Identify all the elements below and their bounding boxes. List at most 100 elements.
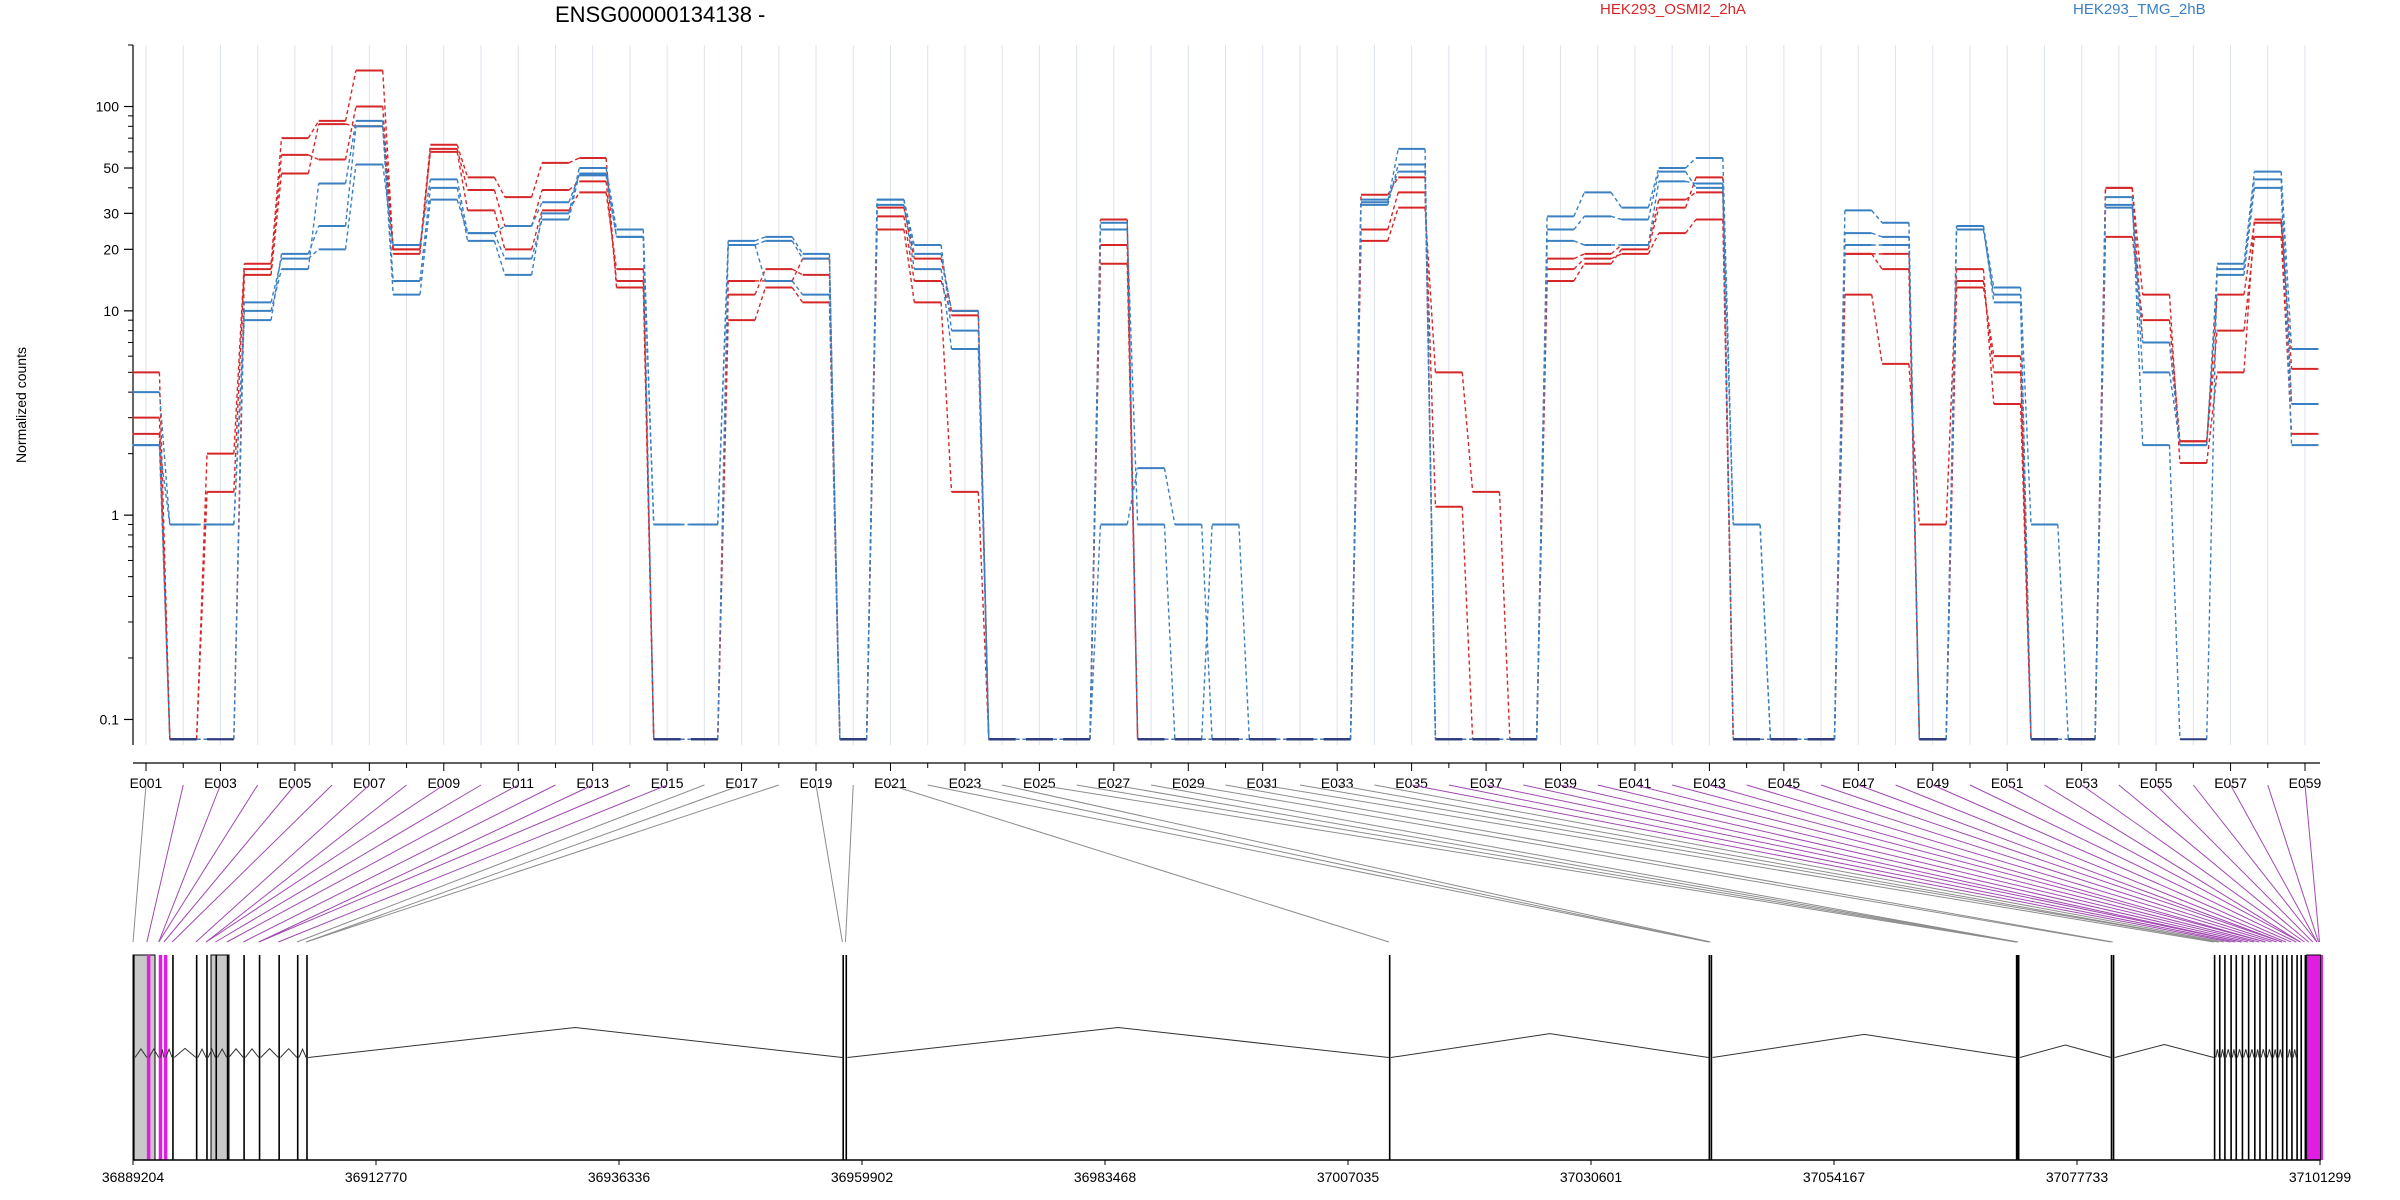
exon-line bbox=[2281, 955, 2284, 1160]
connector-E035 bbox=[1411, 784, 2231, 943]
x-tick-label: E039 bbox=[1544, 775, 1577, 791]
connector-E057 bbox=[2230, 784, 2318, 943]
connector-E036 bbox=[1448, 784, 2236, 943]
exon-line bbox=[2224, 955, 2226, 1160]
connector-E008 bbox=[205, 784, 407, 943]
coordinate-label: 37054167 bbox=[1803, 1169, 1866, 1185]
connector-E039 bbox=[1560, 784, 2248, 943]
x-tick-label: E015 bbox=[651, 775, 684, 791]
connector-E002 bbox=[146, 784, 184, 943]
connector-E017 bbox=[306, 784, 742, 943]
connector-E051 bbox=[2006, 784, 2301, 943]
exon-line bbox=[306, 955, 308, 1160]
connector-E005 bbox=[163, 784, 296, 943]
exon-highlighted bbox=[2319, 955, 2323, 1160]
x-tick-label: E045 bbox=[1768, 775, 1801, 791]
x-tick-label: E033 bbox=[1321, 775, 1354, 791]
exon-line bbox=[2259, 955, 2261, 1160]
x-tick-label: E047 bbox=[1842, 775, 1875, 791]
exon-line bbox=[215, 955, 218, 1160]
connector-E058 bbox=[2267, 784, 2319, 943]
exon-line bbox=[2276, 955, 2279, 1160]
exon-line bbox=[2254, 955, 2256, 1160]
exon-line bbox=[1708, 955, 1711, 1160]
connector-E031 bbox=[1262, 784, 2214, 943]
connector-E009 bbox=[205, 784, 445, 943]
connector-E052 bbox=[2044, 784, 2301, 943]
coordinate-label: 36912770 bbox=[345, 1169, 408, 1185]
exon-line bbox=[2300, 955, 2303, 1160]
x-tick-label: E021 bbox=[874, 775, 907, 791]
connector-E056 bbox=[2192, 784, 2318, 943]
exon-gridlines bbox=[145, 45, 2306, 745]
coordinate-label: 36936336 bbox=[588, 1169, 651, 1185]
connector-E004 bbox=[158, 784, 259, 943]
connector-E055 bbox=[2155, 784, 2314, 943]
exon-line bbox=[2016, 955, 2019, 1160]
connector-E025 bbox=[1039, 784, 2016, 943]
coordinate-label: 37007035 bbox=[1317, 1169, 1380, 1185]
connector-E053 bbox=[2081, 784, 2305, 943]
exon-highlighted bbox=[146, 955, 151, 1160]
connector-E054 bbox=[2118, 784, 2309, 943]
exon-line bbox=[2241, 955, 2244, 1160]
exon-line bbox=[2112, 955, 2115, 1160]
exon-line bbox=[133, 955, 135, 1160]
connector-E026 bbox=[1076, 784, 2017, 943]
y-tick-label: 100 bbox=[96, 99, 120, 115]
exon-line bbox=[2235, 955, 2238, 1160]
connector-E003 bbox=[158, 784, 221, 943]
connector-E030 bbox=[1225, 784, 2113, 943]
y-tick-label: 50 bbox=[103, 160, 119, 176]
x-tick-label: E041 bbox=[1619, 775, 1652, 791]
x-tick-label: E055 bbox=[2140, 775, 2173, 791]
y-tick-label: 20 bbox=[103, 241, 119, 257]
coordinate-label: 37030601 bbox=[1560, 1169, 1623, 1185]
exon-line bbox=[2296, 955, 2298, 1160]
exon-line bbox=[243, 955, 245, 1160]
connector-E038 bbox=[1523, 784, 2242, 943]
connector-E045 bbox=[1783, 784, 2277, 943]
exon-highlighted-block bbox=[2306, 954, 2322, 1161]
x-tick-label: E001 bbox=[130, 775, 163, 791]
chart-title: ENSG00000134138 - bbox=[555, 2, 765, 27]
x-tick-label: E005 bbox=[279, 775, 312, 791]
connector-E019 bbox=[815, 784, 843, 943]
connector-E016 bbox=[296, 784, 705, 943]
exon-block bbox=[132, 954, 156, 1161]
connector-E010 bbox=[215, 784, 482, 943]
connector-E015 bbox=[278, 784, 668, 943]
coordinate-label: 36959902 bbox=[831, 1169, 894, 1185]
y-axis: 0.1 1 10 20 30 50 100 bbox=[96, 44, 134, 745]
intron-lines bbox=[134, 1026, 2297, 1058]
x-tick-label: E053 bbox=[2065, 775, 2098, 791]
connector-E044 bbox=[1746, 784, 2272, 943]
connector-E050 bbox=[1969, 784, 2297, 943]
x-tick-label: E019 bbox=[800, 775, 833, 791]
x-tick-label: E037 bbox=[1470, 775, 1503, 791]
x-tick-label: E059 bbox=[2289, 775, 2322, 791]
exon-line bbox=[258, 955, 261, 1160]
exon-line bbox=[2015, 955, 2018, 1160]
connector-E033 bbox=[1337, 784, 2220, 943]
coordinate-label: 37077733 bbox=[2046, 1169, 2109, 1185]
connector-E018 bbox=[306, 784, 779, 943]
connector-E040 bbox=[1597, 784, 2255, 943]
x-tick-label: E011 bbox=[502, 775, 534, 791]
x-tick-label: E007 bbox=[353, 775, 386, 791]
x-tick-label: E057 bbox=[2214, 775, 2247, 791]
connector-E042 bbox=[1672, 784, 2266, 943]
connector-E046 bbox=[1820, 784, 2283, 943]
connector-E028 bbox=[1150, 784, 2018, 943]
exon-highlighted bbox=[158, 955, 163, 1160]
x-axis: E001 E003 E005 E007 E009 E011 E013 E015 E017 E019… bbox=[130, 762, 2322, 791]
connector-E023 bbox=[964, 784, 1709, 943]
exon-line bbox=[845, 955, 848, 1160]
connector-E013 bbox=[258, 784, 593, 943]
coordinate-label: 36983468 bbox=[1074, 1169, 1137, 1185]
exon-line bbox=[2271, 955, 2274, 1160]
connector-E047 bbox=[1858, 784, 2283, 943]
connector-E006 bbox=[171, 784, 333, 943]
connector-E037 bbox=[1485, 784, 2242, 943]
series-transition-line bbox=[158, 164, 2293, 740]
